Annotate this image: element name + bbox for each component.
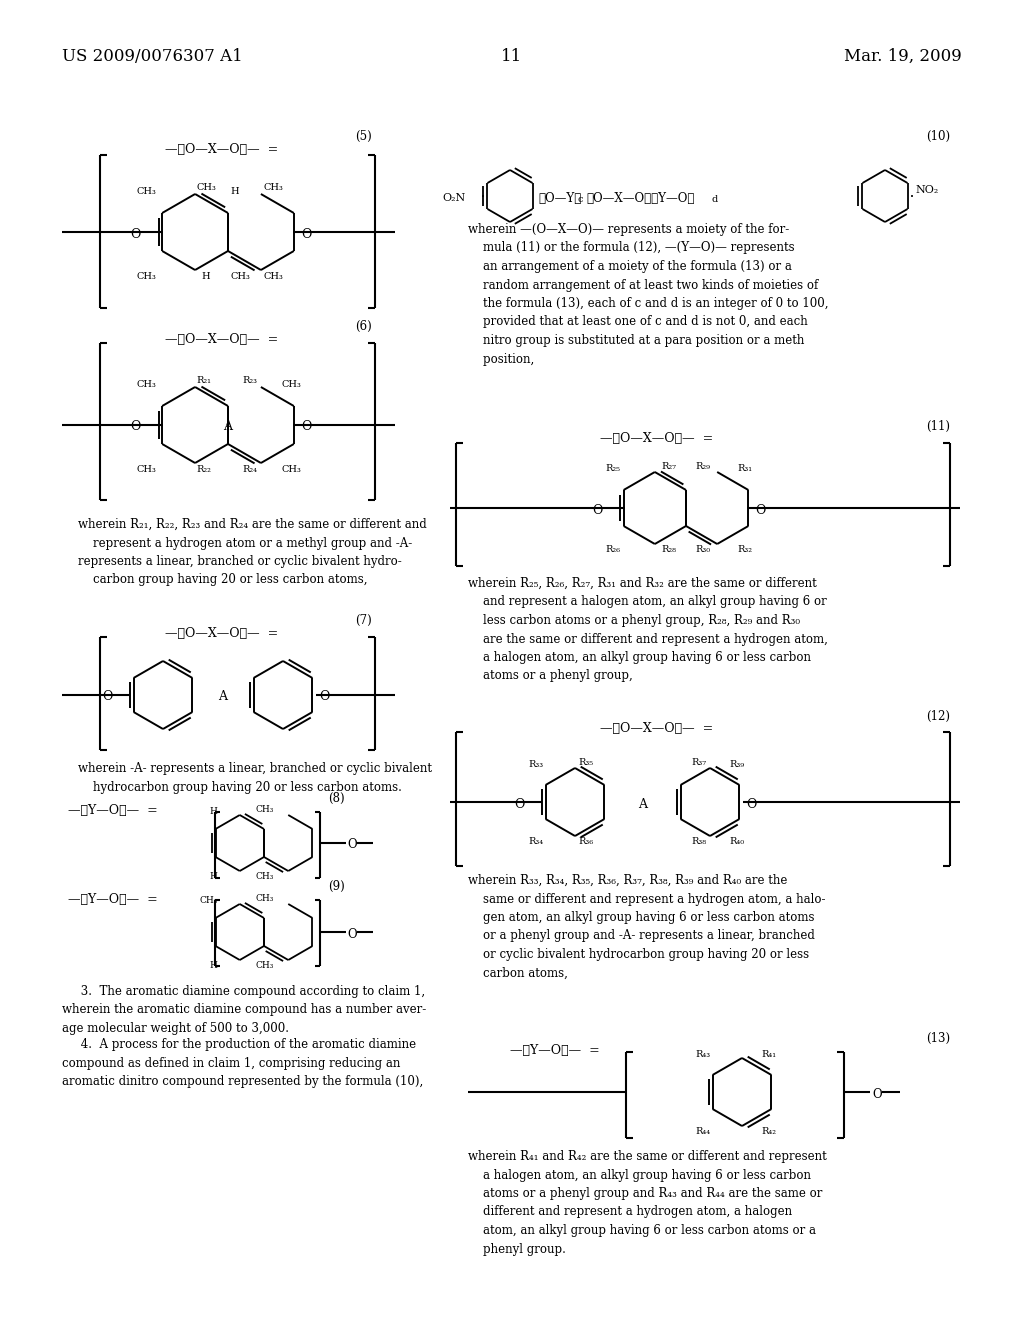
- Text: R₃₈: R₃₈: [691, 837, 707, 846]
- Text: —✚O—X—O✚—  =: —✚O—X—O✚— =: [165, 333, 279, 346]
- Text: O: O: [319, 690, 330, 704]
- Text: (12): (12): [926, 710, 950, 723]
- Text: —✚Y—O✚—  =: —✚Y—O✚— =: [68, 894, 158, 906]
- Text: NO₂: NO₂: [915, 185, 938, 195]
- Text: R₂₈: R₂₈: [662, 545, 676, 554]
- Text: R₂₃: R₂₃: [243, 376, 257, 385]
- Text: CH₃: CH₃: [282, 380, 302, 389]
- Text: R₂₇: R₂₇: [662, 462, 676, 471]
- Text: R₄₄: R₄₄: [696, 1127, 711, 1137]
- Text: ✚O—X—O✚✞Y—O✟: ✚O—X—O✚✞Y—O✟: [586, 193, 694, 206]
- Text: CH₃: CH₃: [136, 272, 156, 281]
- Text: wherein R₄₁ and R₄₂ are the same or different and represent
    a halogen atom, : wherein R₄₁ and R₄₂ are the same or diff…: [468, 1150, 826, 1255]
- Text: CH₃: CH₃: [256, 961, 274, 970]
- Text: c: c: [578, 194, 584, 203]
- Text: O: O: [347, 838, 356, 851]
- Text: O: O: [102, 690, 113, 704]
- Text: 4.  A process for the production of the aromatic diamine
compound as defined in : 4. A process for the production of the a…: [62, 1038, 423, 1088]
- Text: R₃₀: R₃₀: [695, 545, 711, 554]
- Text: CH₃: CH₃: [264, 183, 284, 191]
- Text: O₂N: O₂N: [442, 193, 466, 203]
- Text: H: H: [230, 187, 239, 195]
- Text: R₃₁: R₃₁: [737, 465, 753, 473]
- Text: CH₃: CH₃: [197, 183, 216, 191]
- Text: O: O: [593, 503, 603, 516]
- Text: —✚O—X—O✚—  =: —✚O—X—O✚— =: [165, 627, 279, 640]
- Text: —✚O—X—O✚—  =: —✚O—X—O✚— =: [165, 143, 279, 156]
- Text: R₃₉: R₃₉: [729, 760, 744, 770]
- Text: O: O: [755, 503, 766, 516]
- Text: d: d: [711, 194, 717, 203]
- Text: O: O: [746, 797, 757, 810]
- Text: ✚O—Y✟: ✚O—Y✟: [538, 193, 582, 206]
- Text: R₃₇: R₃₇: [691, 758, 707, 767]
- Text: CH₃: CH₃: [200, 896, 218, 906]
- Text: R₃₂: R₃₂: [737, 545, 753, 554]
- Text: CH₃: CH₃: [136, 187, 156, 195]
- Text: (11): (11): [926, 420, 950, 433]
- Text: —✚O—X—O✚—  =: —✚O—X—O✚— =: [600, 722, 714, 735]
- Text: R₂₅: R₂₅: [606, 465, 621, 473]
- Text: Mar. 19, 2009: Mar. 19, 2009: [844, 48, 962, 65]
- Text: R₃₄: R₃₄: [528, 837, 544, 846]
- Text: A: A: [223, 421, 232, 433]
- Text: R₂₄: R₂₄: [243, 465, 257, 474]
- Text: CH₃: CH₃: [136, 465, 156, 474]
- Text: H: H: [202, 272, 210, 281]
- Text: R₂₆: R₂₆: [606, 545, 621, 554]
- Text: CH₃: CH₃: [230, 272, 250, 281]
- Text: R₄₀: R₄₀: [729, 837, 744, 846]
- Text: R₄₃: R₄₃: [696, 1049, 711, 1059]
- Text: R₃₅: R₃₅: [579, 758, 594, 767]
- Text: R₃₆: R₃₆: [579, 837, 594, 846]
- Text: O: O: [347, 928, 356, 940]
- Text: CH₃: CH₃: [282, 465, 302, 474]
- Text: O: O: [131, 227, 141, 240]
- Text: (7): (7): [355, 614, 372, 627]
- Text: R₂₂: R₂₂: [197, 465, 212, 474]
- Text: wherein -A- represents a linear, branched or cyclic bivalent
    hydrocarbon gro: wherein -A- represents a linear, branche…: [78, 762, 432, 793]
- Text: (9): (9): [328, 880, 345, 894]
- Text: H: H: [210, 807, 218, 816]
- Text: (13): (13): [926, 1032, 950, 1045]
- Text: —✚Y—O✚—  =: —✚Y—O✚— =: [510, 1044, 600, 1057]
- Text: wherein R₂₁, R₂₂, R₂₃ and R₂₄ are the same or different and
    represent a hydr: wherein R₂₁, R₂₂, R₂₃ and R₂₄ are the sa…: [78, 517, 427, 586]
- Text: O: O: [301, 227, 311, 240]
- Text: CH₃: CH₃: [264, 272, 284, 281]
- Text: (6): (6): [355, 319, 372, 333]
- Text: R₃₃: R₃₃: [528, 760, 544, 770]
- Text: H: H: [210, 961, 218, 970]
- Text: wherein R₂₅, R₂₆, R₂₇, R₃₁ and R₃₂ are the same or different
    and represent a: wherein R₂₅, R₂₆, R₂₇, R₃₁ and R₃₂ are t…: [468, 577, 827, 682]
- Text: O: O: [301, 421, 311, 433]
- Text: wherein R₃₃, R₃₄, R₃₅, R₃₆, R₃₇, R₃₈, R₃₉ and R₄₀ are the
    same or different : wherein R₃₃, R₃₄, R₃₅, R₃₆, R₃₇, R₃₈, R₃…: [468, 874, 825, 979]
- Text: R₄₁: R₄₁: [761, 1049, 776, 1059]
- Text: CH₃: CH₃: [136, 380, 156, 389]
- Text: (5): (5): [355, 129, 372, 143]
- Text: H: H: [210, 873, 218, 880]
- Text: CH₃: CH₃: [256, 894, 274, 903]
- Text: A: A: [638, 797, 647, 810]
- Text: 3.  The aromatic diamine compound according to claim 1,
wherein the aromatic dia: 3. The aromatic diamine compound accordi…: [62, 985, 426, 1035]
- Text: CH₃: CH₃: [256, 805, 274, 814]
- Text: O: O: [872, 1088, 882, 1101]
- Text: (10): (10): [926, 129, 950, 143]
- Text: R₂₁: R₂₁: [197, 376, 212, 385]
- Text: R₂₉: R₂₉: [695, 462, 711, 471]
- Text: O: O: [515, 797, 525, 810]
- Text: wherein —(O—X—O)— represents a moiety of the for-
    mula (11) or the formula (: wherein —(O—X—O)— represents a moiety of…: [468, 223, 828, 366]
- Text: —✚O—X—O✚—  =: —✚O—X—O✚— =: [600, 432, 714, 445]
- Text: A: A: [218, 690, 227, 704]
- Text: R₄₂: R₄₂: [761, 1127, 776, 1137]
- Text: (8): (8): [328, 792, 345, 805]
- Text: O: O: [131, 421, 141, 433]
- Text: 11: 11: [502, 48, 522, 65]
- Text: US 2009/0076307 A1: US 2009/0076307 A1: [62, 48, 243, 65]
- Text: —✚Y—O✚—  =: —✚Y—O✚— =: [68, 804, 158, 817]
- Text: CH₃: CH₃: [256, 873, 274, 880]
